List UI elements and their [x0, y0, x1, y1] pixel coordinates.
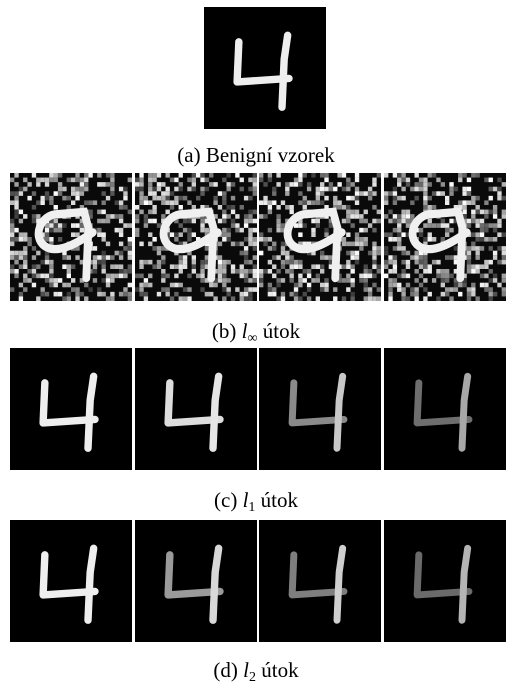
linf-attack-image-2	[135, 173, 257, 301]
l2-attack-image-1	[10, 520, 132, 642]
l2-attack-image-4	[384, 520, 506, 642]
benign-sample-image	[204, 7, 326, 129]
linf-attack-image-4	[384, 173, 506, 301]
caption-b: (b) l∞ útok	[211, 319, 301, 346]
l1-attack-image-1	[10, 348, 132, 470]
linf-attack-image-3	[259, 173, 381, 301]
l1-attack-image-2	[135, 348, 257, 470]
caption-d: (d) l2 útok	[213, 658, 299, 685]
l1-attack-image-3	[259, 348, 381, 470]
linf-attack-image-1	[10, 173, 132, 301]
l1-attack-image-4	[384, 348, 506, 470]
l2-attack-image-3	[259, 520, 381, 642]
caption-c: (c) l1 útok	[214, 488, 298, 515]
l2-attack-image-2	[135, 520, 257, 642]
caption-a: (a) Benigní vzorek	[177, 143, 335, 167]
